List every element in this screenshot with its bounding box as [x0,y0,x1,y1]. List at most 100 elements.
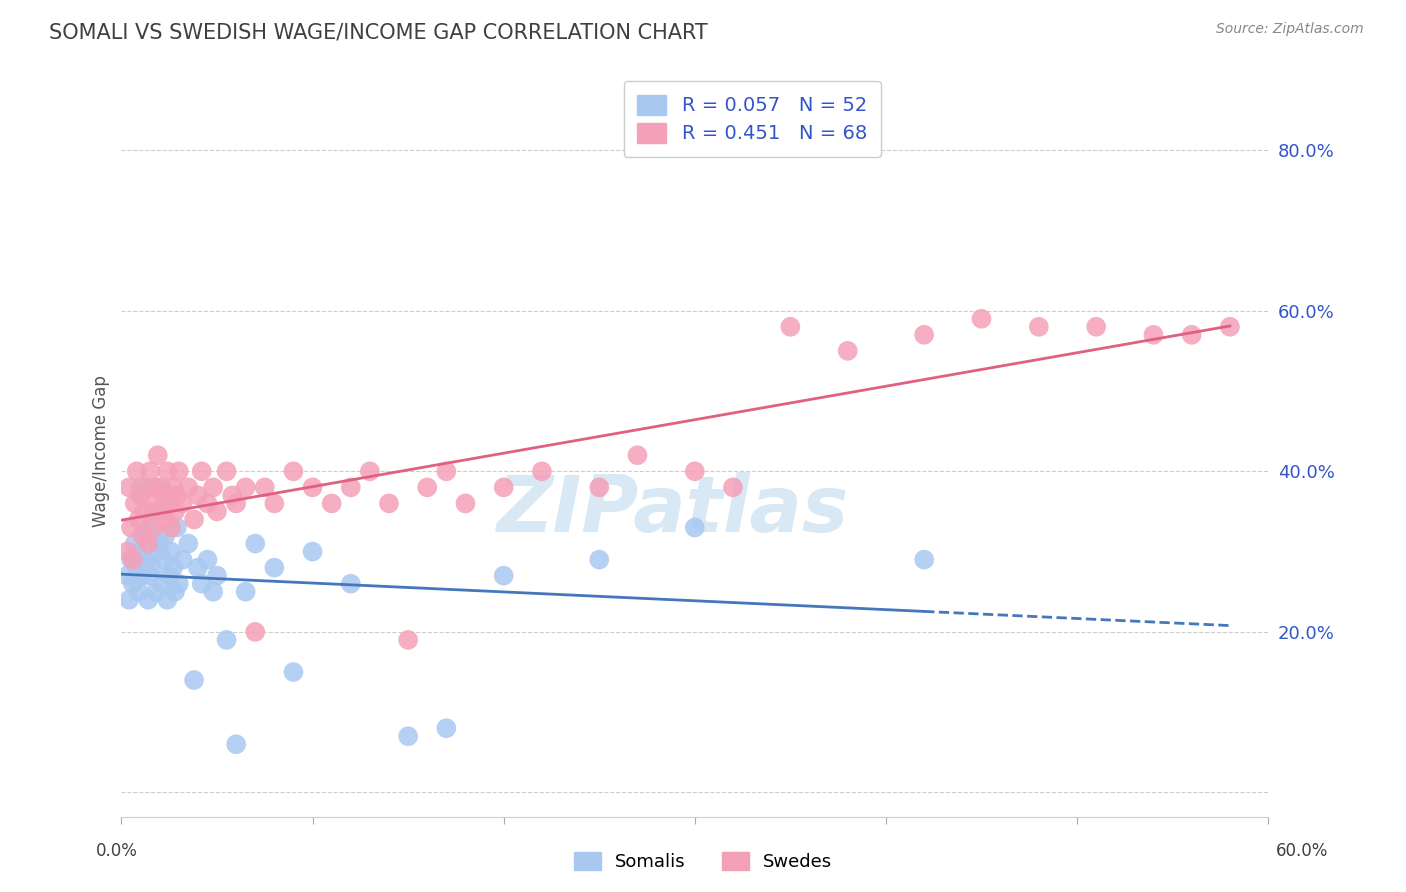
Text: 60.0%: 60.0% [1277,842,1329,860]
Text: SOMALI VS SWEDISH WAGE/INCOME GAP CORRELATION CHART: SOMALI VS SWEDISH WAGE/INCOME GAP CORREL… [49,22,709,42]
Point [167,464,190,478]
Point [1028,319,1050,334]
Point [141,496,163,510]
Point [166,488,188,502]
Point [145,584,167,599]
Point [134,528,156,542]
Point [152,552,174,566]
Point [215,464,238,478]
Point [283,464,305,478]
Point [125,560,148,574]
Point [162,560,184,574]
Point [396,729,419,743]
Point [235,584,257,599]
Point [156,464,179,478]
Point [263,560,285,574]
Point [434,721,457,735]
Point [142,520,165,534]
Point [156,592,179,607]
Point [120,520,142,534]
Point [139,464,162,478]
Point [128,584,150,599]
Point [225,737,247,751]
Point [205,568,228,582]
Point [125,464,148,478]
Point [339,480,361,494]
Point [136,592,159,607]
Point [157,496,180,510]
Point [145,480,167,494]
Point [157,568,180,582]
Point [197,496,219,510]
Point [172,552,194,566]
Point [245,536,267,550]
Point [339,576,361,591]
Point [162,480,184,494]
Point [721,480,744,494]
Point [124,536,146,550]
Point [129,480,152,494]
Point [779,319,801,334]
Point [221,488,243,502]
Point [177,536,200,550]
Point [122,552,145,566]
Point [626,448,648,462]
Point [253,480,276,494]
Point [187,488,209,502]
Point [177,480,200,494]
Point [160,544,183,558]
Point [149,536,172,550]
Point [136,536,159,550]
Point [120,552,142,566]
Point [1085,319,1108,334]
Point [163,504,186,518]
Point [160,520,183,534]
Point [131,528,153,542]
Point [115,568,138,582]
Point [142,504,165,518]
Point [149,504,172,518]
Point [416,480,439,494]
Point [183,673,205,687]
Point [150,576,173,591]
Text: 0.0%: 0.0% [96,842,138,860]
Point [141,560,163,574]
Legend: R = 0.057   N = 52, R = 0.451   N = 68: R = 0.057 N = 52, R = 0.451 N = 68 [623,81,880,157]
Point [378,496,401,510]
Legend: Somalis, Swedes: Somalis, Swedes [567,845,839,879]
Point [912,327,935,342]
Text: ZIPatlas: ZIPatlas [496,472,848,548]
Point [202,584,225,599]
Point [837,343,859,358]
Point [215,632,238,647]
Point [263,496,285,510]
Point [454,496,477,510]
Point [321,496,343,510]
Point [190,576,212,591]
Point [301,480,323,494]
Point [1142,327,1164,342]
Point [155,512,177,526]
Point [492,568,515,582]
Point [118,480,141,494]
Point [122,576,145,591]
Y-axis label: Wage/Income Gap: Wage/Income Gap [93,376,110,527]
Point [139,520,162,534]
Point [588,552,610,566]
Point [588,480,610,494]
Point [396,632,419,647]
Point [124,496,146,510]
Point [183,512,205,526]
Point [683,520,706,534]
Point [1219,319,1241,334]
Point [155,528,177,542]
Point [172,496,194,510]
Point [434,464,457,478]
Point [283,665,305,679]
Point [492,480,515,494]
Point [134,504,156,518]
Point [190,464,212,478]
Point [146,448,169,462]
Point [163,584,186,599]
Point [115,544,138,558]
